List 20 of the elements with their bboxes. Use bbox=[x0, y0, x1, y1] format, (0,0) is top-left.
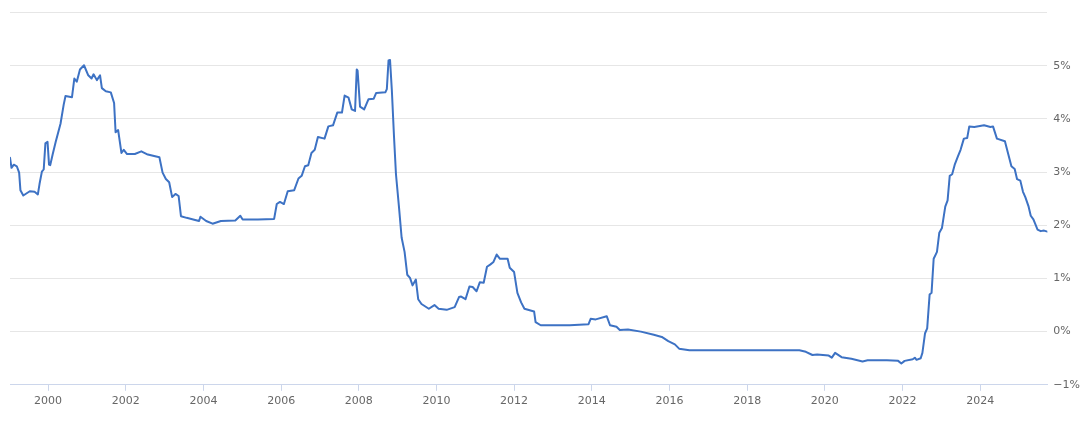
x-tick-label: 2006 bbox=[267, 394, 296, 408]
y-tick-label: 2% bbox=[1053, 218, 1071, 232]
x-tick-label: 2022 bbox=[888, 394, 917, 408]
x-tick-label: 2018 bbox=[733, 394, 762, 408]
y-tick-label: 3% bbox=[1053, 164, 1071, 178]
x-tick-label: 2002 bbox=[111, 394, 140, 408]
x-tick-label: 2000 bbox=[34, 394, 63, 408]
x-tick-label: 2014 bbox=[577, 394, 606, 408]
x-tick-label: 2024 bbox=[966, 394, 995, 408]
x-tick-label: 2012 bbox=[500, 394, 529, 408]
y-tick-label: 5% bbox=[1053, 58, 1071, 72]
y-tick-label: 0% bbox=[1053, 324, 1071, 338]
x-tick-label: 2004 bbox=[189, 394, 218, 408]
y-tick-label: −1% bbox=[1053, 377, 1080, 391]
x-tick-label: 2016 bbox=[655, 394, 684, 408]
y-tick-label: 1% bbox=[1053, 271, 1071, 285]
x-tick-label: 2008 bbox=[344, 394, 373, 408]
y-tick-label: 4% bbox=[1053, 111, 1071, 125]
x-tick-label: 2020 bbox=[810, 394, 839, 408]
x-tick-label: 2010 bbox=[422, 394, 451, 408]
